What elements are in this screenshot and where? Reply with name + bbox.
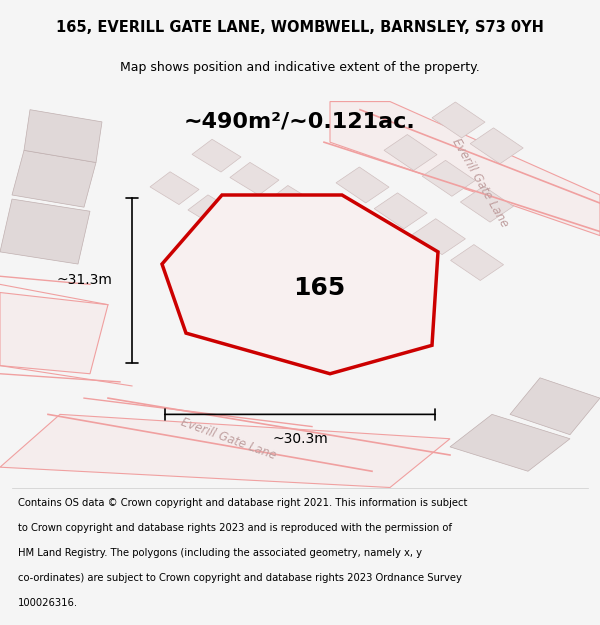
Polygon shape xyxy=(510,378,600,435)
Text: 100026316.: 100026316. xyxy=(18,598,78,608)
Polygon shape xyxy=(0,199,90,264)
Polygon shape xyxy=(0,414,450,488)
Polygon shape xyxy=(192,139,241,172)
Text: Contains OS data © Crown copyright and database right 2021. This information is : Contains OS data © Crown copyright and d… xyxy=(18,499,467,509)
Text: Everill Gate Lane: Everill Gate Lane xyxy=(449,136,511,229)
Text: to Crown copyright and database rights 2023 and is reproduced with the permissio: to Crown copyright and database rights 2… xyxy=(18,523,452,533)
Polygon shape xyxy=(306,209,355,241)
Polygon shape xyxy=(188,195,237,228)
Text: 165: 165 xyxy=(293,276,346,300)
Polygon shape xyxy=(24,110,102,162)
Polygon shape xyxy=(226,218,275,251)
Polygon shape xyxy=(360,246,409,279)
Polygon shape xyxy=(330,101,600,236)
Polygon shape xyxy=(324,221,373,254)
Polygon shape xyxy=(384,134,437,171)
Polygon shape xyxy=(230,162,279,195)
Polygon shape xyxy=(412,219,466,254)
Text: co-ordinates) are subject to Crown copyright and database rights 2023 Ordnance S: co-ordinates) are subject to Crown copyr… xyxy=(18,572,462,582)
Text: ~30.3m: ~30.3m xyxy=(272,432,328,446)
Text: ~490m²/~0.121ac.: ~490m²/~0.121ac. xyxy=(184,112,416,132)
Text: ~31.3m: ~31.3m xyxy=(56,273,112,288)
Polygon shape xyxy=(288,197,337,230)
Polygon shape xyxy=(162,195,438,374)
Text: HM Land Registry. The polygons (including the associated geometry, namely x, y: HM Land Registry. The polygons (includin… xyxy=(18,548,422,558)
Polygon shape xyxy=(451,244,503,281)
Polygon shape xyxy=(0,292,108,374)
Polygon shape xyxy=(470,128,523,164)
Text: Everill Gate Lane: Everill Gate Lane xyxy=(179,416,277,462)
Polygon shape xyxy=(450,414,570,471)
Polygon shape xyxy=(12,150,96,208)
Polygon shape xyxy=(460,186,514,222)
Polygon shape xyxy=(268,186,317,218)
Text: 165, EVERILL GATE LANE, WOMBWELL, BARNSLEY, S73 0YH: 165, EVERILL GATE LANE, WOMBWELL, BARNSL… xyxy=(56,20,544,35)
Polygon shape xyxy=(150,172,199,204)
Polygon shape xyxy=(374,193,427,229)
Polygon shape xyxy=(432,102,485,138)
Polygon shape xyxy=(336,167,389,203)
Polygon shape xyxy=(422,161,475,196)
Text: Map shows position and indicative extent of the property.: Map shows position and indicative extent… xyxy=(120,61,480,74)
